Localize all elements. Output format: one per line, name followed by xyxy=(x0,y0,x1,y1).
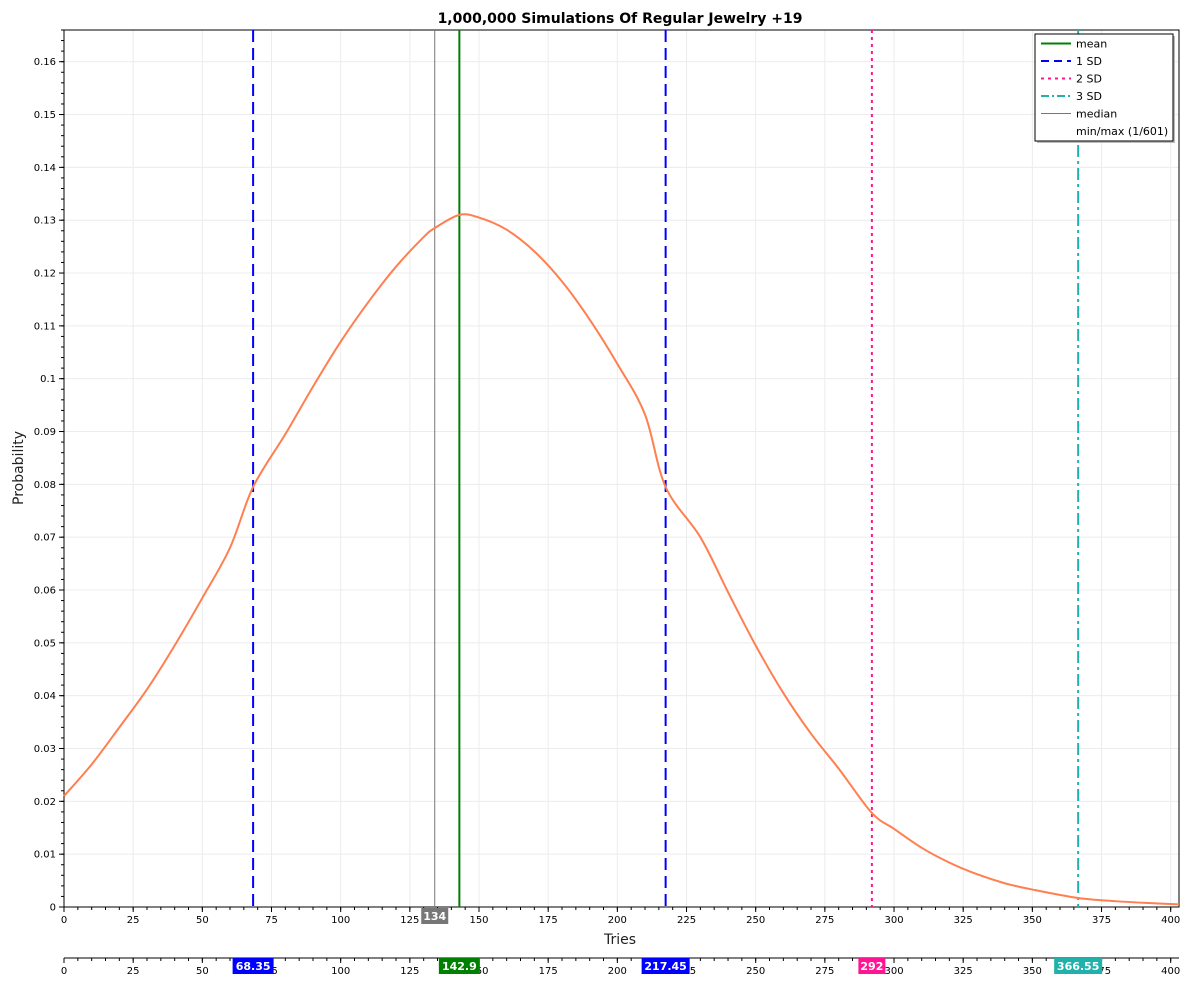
grid xyxy=(63,30,1179,908)
x-tick-label: 50 xyxy=(196,915,209,926)
y-tick-label: 0 xyxy=(50,903,56,914)
lower-axis-tick-label: 25 xyxy=(127,966,140,977)
sd2-marker-label: 292 xyxy=(860,960,883,973)
y-tick-label: 0.05 xyxy=(34,638,56,649)
y-tick-label: 0.15 xyxy=(34,110,56,121)
sd1-low-marker-label: 68.35 xyxy=(236,960,271,973)
x-axis-title: Tries xyxy=(603,932,636,948)
y-tick-label: 0.16 xyxy=(34,57,56,68)
x-tick-label: 100 xyxy=(331,915,350,926)
y-tick-label: 0.12 xyxy=(34,269,56,280)
lower-axis-tick-label: 50 xyxy=(196,966,209,977)
sd1-low-marker-box xyxy=(232,958,274,974)
axes: 0025255050757510010012512515015017517520… xyxy=(34,29,1180,977)
x-tick-label: 300 xyxy=(884,915,903,926)
x-tick-label: 175 xyxy=(539,915,558,926)
chart-title: 1,000,000 Simulations Of Regular Jewelry… xyxy=(438,11,803,27)
x-tick-label: 350 xyxy=(1023,915,1042,926)
y-tick-label: 0.07 xyxy=(34,533,56,544)
y-tick-label: 0.01 xyxy=(34,850,56,861)
marker-labels: 134 142.9 68.35 217.45 292 366.55 xyxy=(232,908,1103,974)
y-tick-label: 0.11 xyxy=(34,321,56,332)
lower-axis-tick-label: 400 xyxy=(1161,966,1180,977)
x-tick-label: 125 xyxy=(400,915,419,926)
probability-curve-0 xyxy=(63,213,1180,906)
lower-axis-tick-label: 100 xyxy=(331,966,350,977)
median-marker-box xyxy=(421,908,449,924)
sd3-marker-label: 366.55 xyxy=(1057,960,1099,973)
lower-axis-tick-label: 125 xyxy=(400,966,419,977)
sd1-high-marker-label: 217.45 xyxy=(644,960,686,973)
lower-axis-tick-label: 200 xyxy=(608,966,627,977)
mean-marker-label: 142.9 xyxy=(442,960,477,973)
x-tick-label: 75 xyxy=(265,915,278,926)
lower-axis-tick-label: 325 xyxy=(954,966,973,977)
legend-label: min/max (1/601) xyxy=(1076,125,1168,138)
y-tick-label: 0.14 xyxy=(34,163,56,174)
lower-axis-tick-label: 275 xyxy=(815,966,834,977)
x-tick-label: 225 xyxy=(677,915,696,926)
x-tick-label: 275 xyxy=(815,915,834,926)
x-tick-label: 375 xyxy=(1092,915,1111,926)
x-tick-label: 150 xyxy=(469,915,488,926)
y-tick-label: 0.06 xyxy=(34,586,56,597)
mean-marker-box xyxy=(438,958,480,974)
x-tick-label: 400 xyxy=(1161,915,1180,926)
y-tick-label: 0.1 xyxy=(40,374,56,385)
x-tick-label: 250 xyxy=(746,915,765,926)
legend: mean 1 SD 2 SD 3 SD median min/max (1/601) xyxy=(1034,33,1175,143)
x-tick-label: 25 xyxy=(127,915,140,926)
plot-frame xyxy=(63,29,1180,908)
median-marker-label: 134 xyxy=(423,910,446,923)
lower-axis-tick-label: 0 xyxy=(61,966,67,977)
y-tick-label: 0.09 xyxy=(34,427,56,438)
legend-label: 3 SD xyxy=(1076,90,1102,103)
legend-box xyxy=(1034,33,1174,142)
legend-label: 2 SD xyxy=(1076,73,1102,86)
legend-label: 1 SD xyxy=(1076,55,1102,68)
y-tick-label: 0.08 xyxy=(34,480,56,491)
sd3-marker-box xyxy=(1054,958,1103,974)
y-tick-label: 0.13 xyxy=(34,216,56,227)
legend-label: median xyxy=(1076,108,1117,121)
y-tick-label: 0.02 xyxy=(34,797,56,808)
lower-axis-tick-label: 250 xyxy=(746,966,765,977)
y-axis-title: Probability xyxy=(11,431,27,505)
lower-axis-tick-label: 175 xyxy=(539,966,558,977)
x-tick-label: 200 xyxy=(608,915,627,926)
sd2-marker-box xyxy=(858,958,886,974)
series-layer xyxy=(63,213,1180,906)
x-tick-label: 0 xyxy=(61,915,67,926)
legend-label: mean xyxy=(1076,38,1107,51)
y-tick-label: 0.03 xyxy=(34,744,56,755)
lower-axis-tick-label: 300 xyxy=(884,966,903,977)
lower-axis-tick-label: 350 xyxy=(1023,966,1042,977)
sd1-high-marker-box xyxy=(641,958,690,974)
x-tick-label: 325 xyxy=(954,915,973,926)
reference-lines xyxy=(252,30,1080,907)
y-tick-label: 0.04 xyxy=(34,691,56,702)
